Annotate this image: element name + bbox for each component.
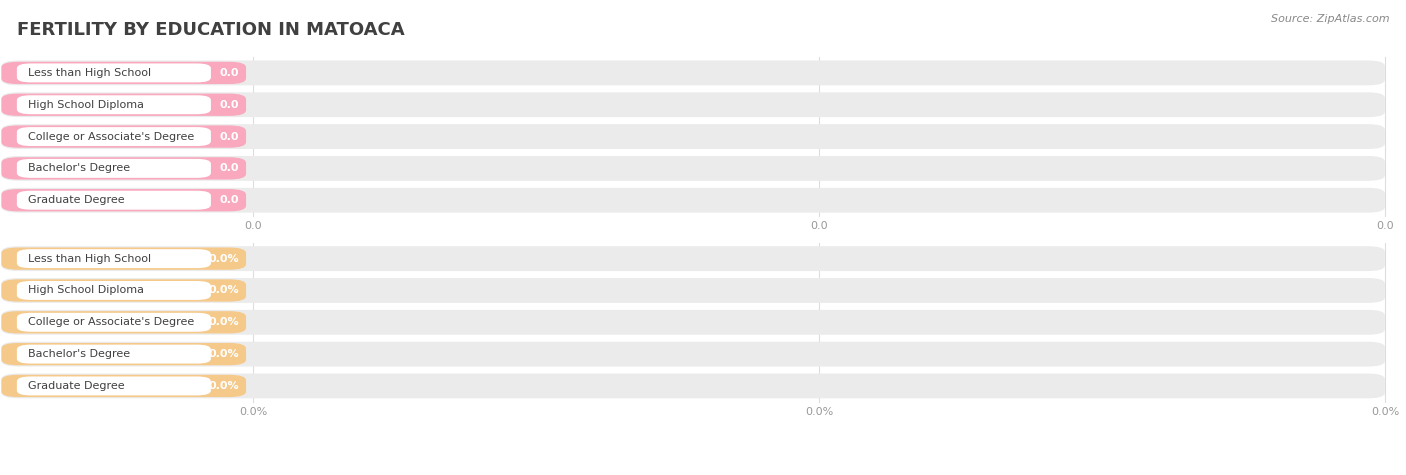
FancyBboxPatch shape <box>1 375 246 397</box>
FancyBboxPatch shape <box>1 189 246 211</box>
Text: 0.0: 0.0 <box>219 132 239 142</box>
Text: Bachelor's Degree: Bachelor's Degree <box>28 163 131 173</box>
Text: 0.0: 0.0 <box>245 221 262 231</box>
FancyBboxPatch shape <box>17 64 211 82</box>
Text: 0.0: 0.0 <box>219 68 239 78</box>
Text: 0.0%: 0.0% <box>239 407 267 417</box>
FancyBboxPatch shape <box>17 377 211 395</box>
FancyBboxPatch shape <box>1 62 246 84</box>
Text: High School Diploma: High School Diploma <box>28 285 145 295</box>
FancyBboxPatch shape <box>1 94 246 116</box>
FancyBboxPatch shape <box>1 125 246 148</box>
FancyBboxPatch shape <box>17 281 211 300</box>
FancyBboxPatch shape <box>17 191 211 209</box>
Text: 0.0%: 0.0% <box>208 254 239 264</box>
Text: Graduate Degree: Graduate Degree <box>28 195 125 205</box>
FancyBboxPatch shape <box>1 279 246 302</box>
FancyBboxPatch shape <box>17 313 211 332</box>
FancyBboxPatch shape <box>1 246 1385 271</box>
Text: Source: ZipAtlas.com: Source: ZipAtlas.com <box>1271 14 1389 24</box>
FancyBboxPatch shape <box>17 345 211 363</box>
Text: 0.0%: 0.0% <box>208 381 239 391</box>
FancyBboxPatch shape <box>1 343 246 365</box>
FancyBboxPatch shape <box>1 342 1385 367</box>
FancyBboxPatch shape <box>1 311 246 333</box>
Text: College or Associate's Degree: College or Associate's Degree <box>28 132 194 142</box>
Text: Less than High School: Less than High School <box>28 254 152 264</box>
Text: 0.0: 0.0 <box>219 195 239 205</box>
Text: 0.0: 0.0 <box>1376 221 1393 231</box>
FancyBboxPatch shape <box>17 249 211 268</box>
Text: 0.0%: 0.0% <box>208 317 239 327</box>
Text: 0.0%: 0.0% <box>1371 407 1399 417</box>
Text: College or Associate's Degree: College or Associate's Degree <box>28 317 194 327</box>
FancyBboxPatch shape <box>1 310 1385 335</box>
Text: 0.0%: 0.0% <box>804 407 834 417</box>
FancyBboxPatch shape <box>17 127 211 146</box>
Text: 0.0: 0.0 <box>219 163 239 173</box>
FancyBboxPatch shape <box>1 247 246 270</box>
FancyBboxPatch shape <box>1 124 1385 149</box>
Text: High School Diploma: High School Diploma <box>28 100 145 110</box>
FancyBboxPatch shape <box>1 156 1385 181</box>
FancyBboxPatch shape <box>1 278 1385 303</box>
FancyBboxPatch shape <box>17 159 211 178</box>
Text: Graduate Degree: Graduate Degree <box>28 381 125 391</box>
Text: 0.0%: 0.0% <box>208 349 239 359</box>
Text: FERTILITY BY EDUCATION IN MATOACA: FERTILITY BY EDUCATION IN MATOACA <box>17 21 405 39</box>
FancyBboxPatch shape <box>17 95 211 114</box>
FancyBboxPatch shape <box>1 60 1385 86</box>
Text: 0.0: 0.0 <box>219 100 239 110</box>
FancyBboxPatch shape <box>1 373 1385 399</box>
Text: Less than High School: Less than High School <box>28 68 152 78</box>
Text: 0.0%: 0.0% <box>208 285 239 295</box>
FancyBboxPatch shape <box>1 157 246 180</box>
FancyBboxPatch shape <box>1 188 1385 213</box>
Text: 0.0: 0.0 <box>810 221 828 231</box>
Text: Bachelor's Degree: Bachelor's Degree <box>28 349 131 359</box>
FancyBboxPatch shape <box>1 92 1385 117</box>
